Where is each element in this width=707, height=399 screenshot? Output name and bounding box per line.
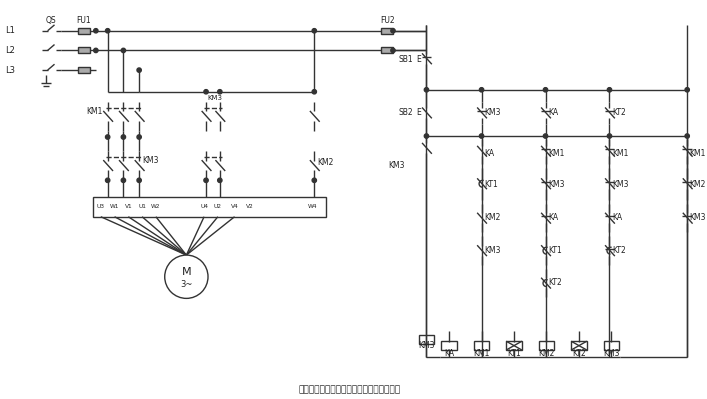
- Circle shape: [137, 178, 141, 182]
- Circle shape: [479, 134, 484, 138]
- Text: L1: L1: [6, 26, 15, 35]
- Text: KM3: KM3: [419, 341, 435, 350]
- Text: KM2: KM2: [538, 350, 555, 358]
- Text: W2: W2: [151, 204, 160, 209]
- Text: SB2: SB2: [399, 108, 414, 117]
- Circle shape: [204, 178, 209, 182]
- Bar: [380, 28, 394, 34]
- Text: KM3: KM3: [689, 213, 706, 222]
- Text: KT2: KT2: [549, 278, 562, 287]
- Circle shape: [105, 178, 110, 182]
- Circle shape: [391, 29, 395, 33]
- Bar: [441, 341, 457, 350]
- Circle shape: [685, 88, 689, 92]
- Text: U4: U4: [200, 204, 208, 209]
- Circle shape: [479, 88, 484, 92]
- Bar: [78, 28, 90, 34]
- Text: M: M: [182, 267, 191, 277]
- Text: KM1: KM1: [86, 107, 103, 116]
- Circle shape: [94, 48, 98, 53]
- Text: E: E: [416, 108, 421, 117]
- Circle shape: [121, 48, 126, 53]
- Circle shape: [218, 90, 222, 94]
- Circle shape: [137, 135, 141, 139]
- Text: V1: V1: [124, 204, 132, 209]
- Circle shape: [544, 88, 548, 92]
- Text: KM3: KM3: [388, 161, 405, 170]
- Circle shape: [607, 134, 612, 138]
- Circle shape: [94, 29, 98, 33]
- Text: KT1: KT1: [549, 246, 562, 255]
- Bar: [419, 335, 434, 344]
- Bar: [78, 67, 90, 73]
- Text: W1: W1: [110, 204, 119, 209]
- Text: 时间继电器控制的三速电动机自动加速电路: 时间继电器控制的三速电动机自动加速电路: [298, 385, 401, 394]
- Circle shape: [424, 88, 428, 92]
- Text: KA: KA: [549, 108, 559, 117]
- Text: KM1: KM1: [474, 350, 490, 358]
- Bar: [93, 197, 326, 217]
- Circle shape: [105, 135, 110, 139]
- Bar: [539, 341, 554, 350]
- Text: KM2: KM2: [484, 213, 501, 222]
- Text: KT2: KT2: [612, 108, 626, 117]
- Circle shape: [204, 90, 209, 94]
- Text: FU1: FU1: [77, 16, 91, 26]
- Text: KM3: KM3: [603, 350, 619, 358]
- Text: KM2: KM2: [689, 180, 706, 189]
- Text: KT2: KT2: [572, 350, 586, 358]
- Text: KM1: KM1: [612, 149, 629, 158]
- Text: QS: QS: [45, 16, 56, 26]
- Text: 3~: 3~: [180, 280, 192, 289]
- Bar: [78, 47, 90, 53]
- Text: KM3: KM3: [207, 95, 222, 101]
- Text: KT2: KT2: [612, 246, 626, 255]
- Text: E: E: [416, 55, 421, 64]
- Circle shape: [391, 48, 395, 53]
- Text: KM3: KM3: [549, 180, 565, 189]
- Text: SB1: SB1: [399, 55, 414, 64]
- Bar: [380, 47, 394, 53]
- Circle shape: [544, 134, 548, 138]
- Text: KM3: KM3: [484, 246, 501, 255]
- Circle shape: [165, 255, 208, 298]
- Text: V4: V4: [230, 204, 238, 209]
- Bar: [571, 341, 587, 350]
- Text: KT1: KT1: [484, 180, 498, 189]
- Text: KM3: KM3: [142, 156, 158, 165]
- Bar: [474, 341, 489, 350]
- Text: KT1: KT1: [507, 350, 521, 358]
- Circle shape: [121, 135, 126, 139]
- Text: KA: KA: [484, 149, 495, 158]
- Circle shape: [685, 134, 689, 138]
- Text: FU2: FU2: [380, 16, 395, 26]
- Text: W4: W4: [308, 204, 317, 209]
- Text: KA: KA: [549, 213, 559, 222]
- Circle shape: [137, 68, 141, 72]
- Text: L2: L2: [6, 46, 15, 55]
- Circle shape: [312, 29, 317, 33]
- Bar: [604, 341, 619, 350]
- Text: KM3: KM3: [484, 108, 501, 117]
- Text: KM1: KM1: [549, 149, 565, 158]
- Text: KM3: KM3: [612, 180, 629, 189]
- Text: L3: L3: [6, 65, 16, 75]
- Text: KM1: KM1: [689, 149, 706, 158]
- Text: V2: V2: [245, 204, 253, 209]
- Circle shape: [312, 178, 317, 182]
- Circle shape: [312, 90, 317, 94]
- Bar: [506, 341, 522, 350]
- Text: U2: U2: [214, 204, 222, 209]
- Circle shape: [424, 134, 428, 138]
- Circle shape: [121, 178, 126, 182]
- Text: KM2: KM2: [317, 158, 334, 167]
- Text: KA: KA: [612, 213, 623, 222]
- Text: U3: U3: [97, 204, 105, 209]
- Circle shape: [607, 88, 612, 92]
- Text: KA: KA: [444, 350, 454, 358]
- Circle shape: [218, 178, 222, 182]
- Text: U1: U1: [138, 204, 146, 209]
- Circle shape: [105, 29, 110, 33]
